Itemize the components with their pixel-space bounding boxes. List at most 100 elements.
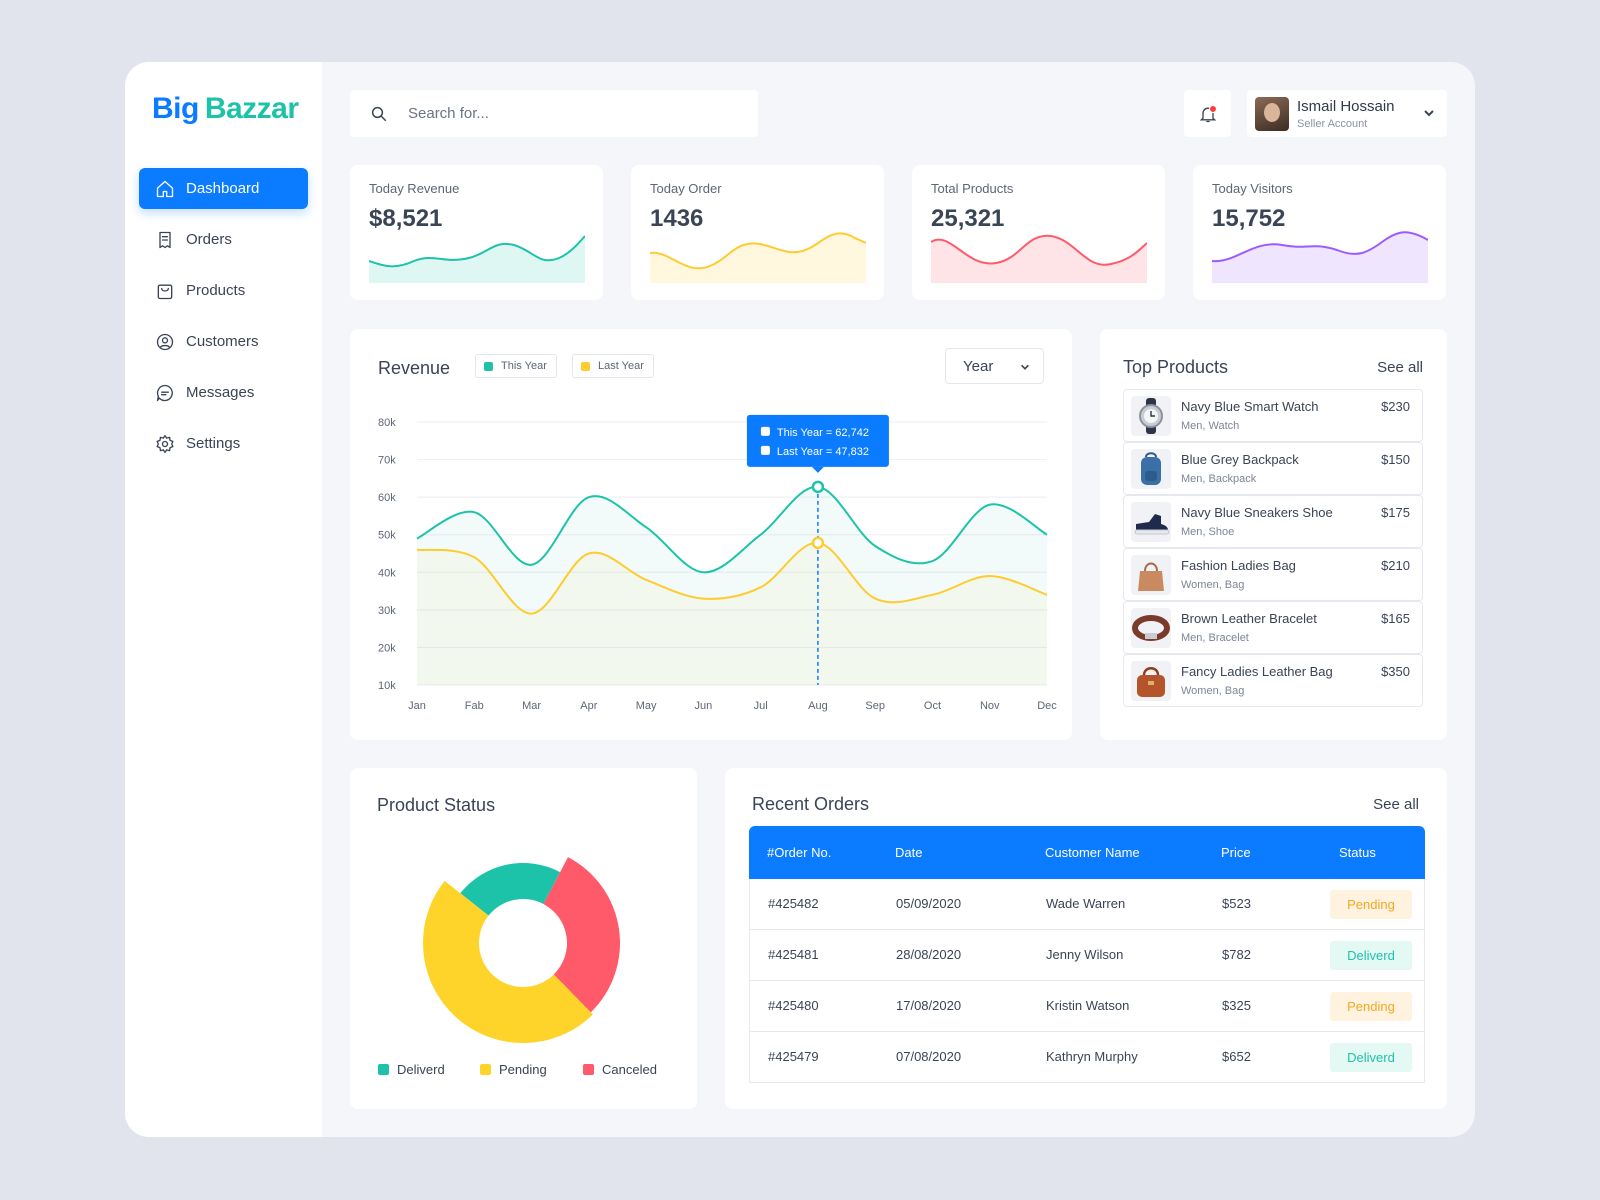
status-badge: Deliverd bbox=[1330, 941, 1412, 970]
app-window: Big Bazzar Dashboard Orders Products Cust… bbox=[125, 62, 1475, 1137]
brand-logo[interactable]: Big Bazzar bbox=[152, 92, 299, 126]
product-name: Brown Leather Bracelet bbox=[1181, 611, 1317, 626]
user-role: Seller Account bbox=[1297, 117, 1368, 130]
legend-label: Canceled bbox=[602, 1062, 657, 1077]
search-input[interactable] bbox=[408, 105, 708, 122]
recent-orders-card: Recent Orders See all #Order No. Date Cu… bbox=[725, 768, 1447, 1109]
stat-card-products: Total Products 25,321 bbox=[912, 165, 1165, 300]
legend-pending: Pending bbox=[480, 1062, 547, 1077]
legend-swatch bbox=[484, 361, 493, 371]
product-row[interactable]: Fashion Ladies Bag Women, Bag $210 bbox=[1123, 548, 1423, 601]
search-bar bbox=[350, 90, 758, 137]
avatar bbox=[1255, 96, 1289, 131]
legend-this-year[interactable]: This Year bbox=[475, 354, 557, 378]
column-status[interactable]: Status bbox=[1339, 845, 1376, 860]
order-date: 05/09/2020 bbox=[896, 896, 962, 911]
product-row[interactable]: Fancy Ladies Leather Bag Women, Bag $350 bbox=[1123, 654, 1423, 707]
product-row[interactable]: Navy Blue Smart Watch Men, Watch $230 bbox=[1123, 389, 1423, 442]
product-name: Navy Blue Sneakers Shoe bbox=[1181, 505, 1333, 520]
product-price: $350 bbox=[1381, 664, 1410, 679]
period-select-value: Year bbox=[963, 357, 994, 375]
donut-slice-canceled bbox=[543, 857, 620, 1013]
table-row[interactable]: #425481 28/08/2020 Jenny Wilson $782 Del… bbox=[749, 930, 1425, 981]
legend-swatch bbox=[581, 361, 590, 371]
x-tick-label: May bbox=[636, 700, 657, 712]
top-products-see-all[interactable]: See all bbox=[1377, 359, 1423, 376]
y-tick-label: 60k bbox=[378, 492, 396, 504]
sidebar-item-label: Messages bbox=[186, 384, 255, 401]
series-line bbox=[416, 485, 1048, 574]
x-tick-label: Sep bbox=[865, 700, 885, 712]
sidebar-item-dashboard[interactable]: Dashboard bbox=[139, 168, 308, 209]
recent-orders-see-all[interactable]: See all bbox=[1373, 796, 1419, 813]
revenue-card: Revenue This Year Last Year Year 80k 70k 6… bbox=[350, 329, 1072, 740]
table-row[interactable]: #425479 07/08/2020 Kathryn Murphy $652 D… bbox=[749, 1032, 1425, 1083]
product-name: Fancy Ladies Leather Bag bbox=[1181, 664, 1333, 679]
status-badge: Deliverd bbox=[1330, 1043, 1412, 1072]
column-order-no[interactable]: #Order No. bbox=[767, 845, 832, 860]
period-select[interactable]: Year bbox=[945, 348, 1044, 384]
sidebar-item-customers[interactable]: Customers bbox=[139, 321, 308, 362]
sidebar-item-settings[interactable]: Settings bbox=[139, 423, 308, 464]
sneaker-icon bbox=[1131, 502, 1171, 542]
status-badge: Pending bbox=[1330, 992, 1412, 1021]
column-date[interactable]: Date bbox=[895, 845, 923, 860]
x-tick-label: Nov bbox=[980, 700, 1000, 712]
top-products-card: Top Products See all Navy Blue Smart Wat… bbox=[1100, 329, 1447, 740]
legend-swatch bbox=[583, 1064, 594, 1075]
bag-icon bbox=[155, 281, 175, 301]
sidebar-item-label: Products bbox=[186, 282, 246, 299]
product-category: Women, Bag bbox=[1181, 579, 1245, 591]
sidebar-item-label: Orders bbox=[186, 231, 232, 248]
stat-value: 15,752 bbox=[1212, 205, 1286, 232]
product-row[interactable]: Navy Blue Sneakers Shoe Men, Shoe $175 bbox=[1123, 495, 1423, 548]
product-name: Fashion Ladies Bag bbox=[1181, 558, 1296, 573]
notification-button[interactable] bbox=[1184, 90, 1231, 137]
column-customer[interactable]: Customer Name bbox=[1045, 845, 1140, 860]
bracelet-icon bbox=[1131, 608, 1171, 648]
order-customer: Kristin Watson bbox=[1046, 998, 1130, 1013]
search-icon bbox=[371, 106, 387, 121]
product-category: Men, Backpack bbox=[1181, 473, 1257, 485]
y-tick-label: 20k bbox=[378, 642, 396, 654]
table-row[interactable]: #425482 05/09/2020 Wade Warren $523 Pend… bbox=[749, 879, 1425, 930]
x-tick-label: Oct bbox=[924, 700, 941, 712]
x-tick-label: Jan bbox=[408, 700, 426, 712]
x-tick-label: Jul bbox=[754, 700, 768, 712]
sidebar-item-messages[interactable]: Messages bbox=[139, 372, 308, 413]
product-name: Navy Blue Smart Watch bbox=[1181, 399, 1319, 414]
sidebar-item-orders[interactable]: Orders bbox=[139, 219, 308, 260]
column-price[interactable]: Price bbox=[1221, 845, 1251, 860]
order-date: 17/08/2020 bbox=[896, 998, 962, 1013]
sidebar-item-products[interactable]: Products bbox=[139, 270, 308, 311]
y-tick-label: 10k bbox=[378, 680, 396, 692]
y-tick-label: 80k bbox=[378, 417, 396, 429]
sidebar-item-label: Customers bbox=[186, 333, 259, 350]
user-name: Ismail Hossain bbox=[1297, 97, 1395, 115]
y-tick-label: 50k bbox=[378, 530, 396, 542]
stat-label: Total Products bbox=[931, 181, 1014, 196]
product-category: Men, Watch bbox=[1181, 420, 1240, 432]
sidebar-item-label: Dashboard bbox=[186, 180, 260, 197]
chevron-down-icon bbox=[1021, 364, 1029, 370]
orders-table-header: #Order No. Date Customer Name Price Stat… bbox=[749, 826, 1425, 879]
legend-label: Deliverd bbox=[397, 1062, 445, 1077]
legend-label: Pending bbox=[499, 1062, 547, 1077]
y-tick-label: 40k bbox=[378, 567, 396, 579]
series-area bbox=[417, 542, 1047, 685]
stat-card-visitors: Today Visitors 15,752 bbox=[1193, 165, 1446, 300]
status-badge: Pending bbox=[1330, 890, 1412, 919]
order-number: #425479 bbox=[768, 1049, 819, 1064]
backpack-icon bbox=[1131, 449, 1171, 489]
product-row[interactable]: Blue Grey Backpack Men, Backpack $150 bbox=[1123, 442, 1423, 495]
product-category: Men, Shoe bbox=[1181, 526, 1235, 538]
recent-orders-title: Recent Orders bbox=[752, 794, 870, 814]
order-customer: Jenny Wilson bbox=[1046, 947, 1124, 962]
product-row[interactable]: Brown Leather Bracelet Men, Bracelet $16… bbox=[1123, 601, 1423, 654]
user-menu[interactable]: Ismail Hossain Seller Account bbox=[1247, 90, 1447, 137]
revenue-chart: 80k 70k 60k 50k 40k 30k 20k 10k Jan Fab Mar Apr May J… bbox=[378, 414, 1057, 712]
stat-label: Today Visitors bbox=[1212, 181, 1293, 196]
highlight-point bbox=[811, 536, 825, 550]
legend-last-year[interactable]: Last Year bbox=[572, 354, 654, 378]
table-row[interactable]: #425480 17/08/2020 Kristin Watson $325 P… bbox=[749, 981, 1425, 1032]
